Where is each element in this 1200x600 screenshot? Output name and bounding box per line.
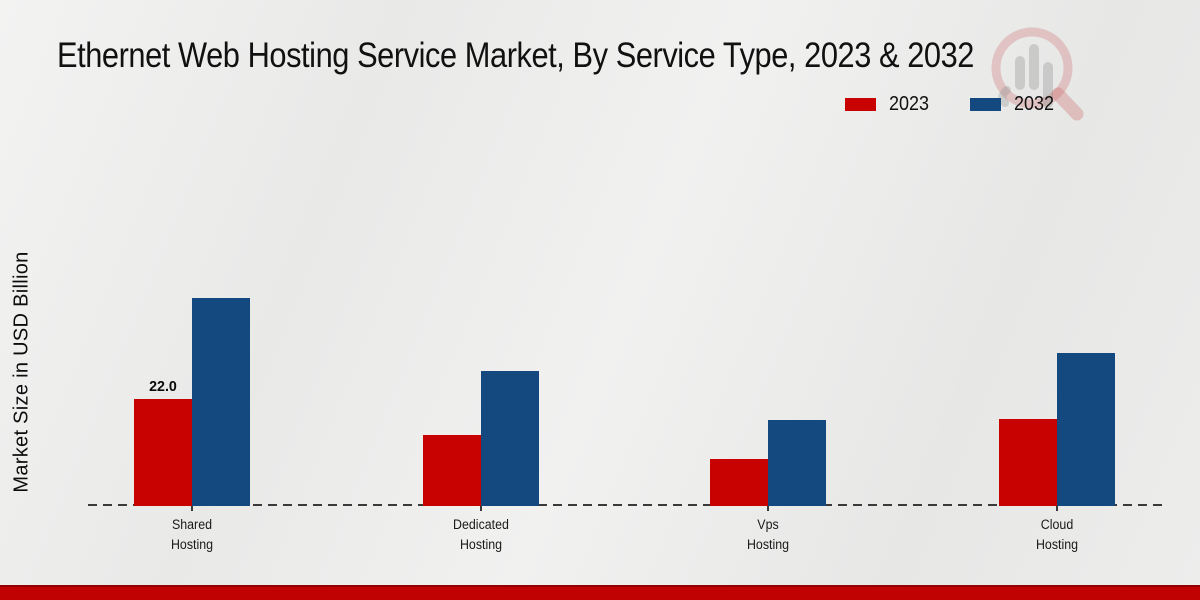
chart-title: Ethernet Web Hosting Service Market, By … <box>57 36 975 75</box>
value-label-2023-shared-hosting: 22.0 <box>149 378 177 395</box>
legend-swatch-2032 <box>969 97 1001 111</box>
category-label-line: Vps <box>757 517 779 532</box>
category-label-line: Hosting <box>1035 536 1079 552</box>
bar-2023-cloud-hosting <box>999 419 1057 506</box>
bar-2032-shared-hosting <box>192 298 250 506</box>
category-label-cloud-hosting: Cloud Hosting <box>983 515 1130 554</box>
legend-item-2023: 2023 <box>845 94 934 114</box>
bar-2032-cloud-hosting <box>1057 353 1115 506</box>
category-label-line: Cloud <box>1040 517 1074 532</box>
bar-2032-vps-hosting <box>768 420 826 506</box>
legend-swatch-2023 <box>845 97 876 111</box>
legend-label-2032: 2032 <box>1013 93 1054 115</box>
footer-strip <box>0 585 1200 600</box>
category-label-line: Hosting <box>746 536 790 552</box>
x-axis-tick-dedicated-hosting <box>480 506 482 511</box>
bar-2023-shared-hosting <box>134 399 192 506</box>
legend: 2023 2032 <box>845 94 1058 114</box>
category-label-line: Hosting <box>170 536 214 552</box>
legend-item-2032: 2032 <box>969 93 1059 115</box>
x-axis-tick-shared-hosting <box>191 506 193 511</box>
x-axis-tick-vps-hosting <box>767 506 769 511</box>
legend-label-2023: 2023 <box>889 93 930 115</box>
category-label-shared-hosting: Shared Hosting <box>118 515 265 554</box>
bar-2023-dedicated-hosting <box>423 435 481 506</box>
x-axis-baseline <box>88 504 1163 506</box>
x-axis-tick-cloud-hosting <box>1056 506 1058 511</box>
category-label-dedicated-hosting: Dedicated Hosting <box>407 515 554 554</box>
bar-2032-dedicated-hosting <box>481 371 539 506</box>
bar-chart-magnifier-logo-icon <box>991 27 1084 121</box>
category-label-line: Dedicated <box>453 517 509 532</box>
category-label-line: Shared <box>171 517 213 532</box>
category-label-line: Hosting <box>459 536 503 552</box>
bar-2023-vps-hosting <box>710 459 768 506</box>
category-label-vps-hosting: Vps Hosting <box>694 515 841 554</box>
